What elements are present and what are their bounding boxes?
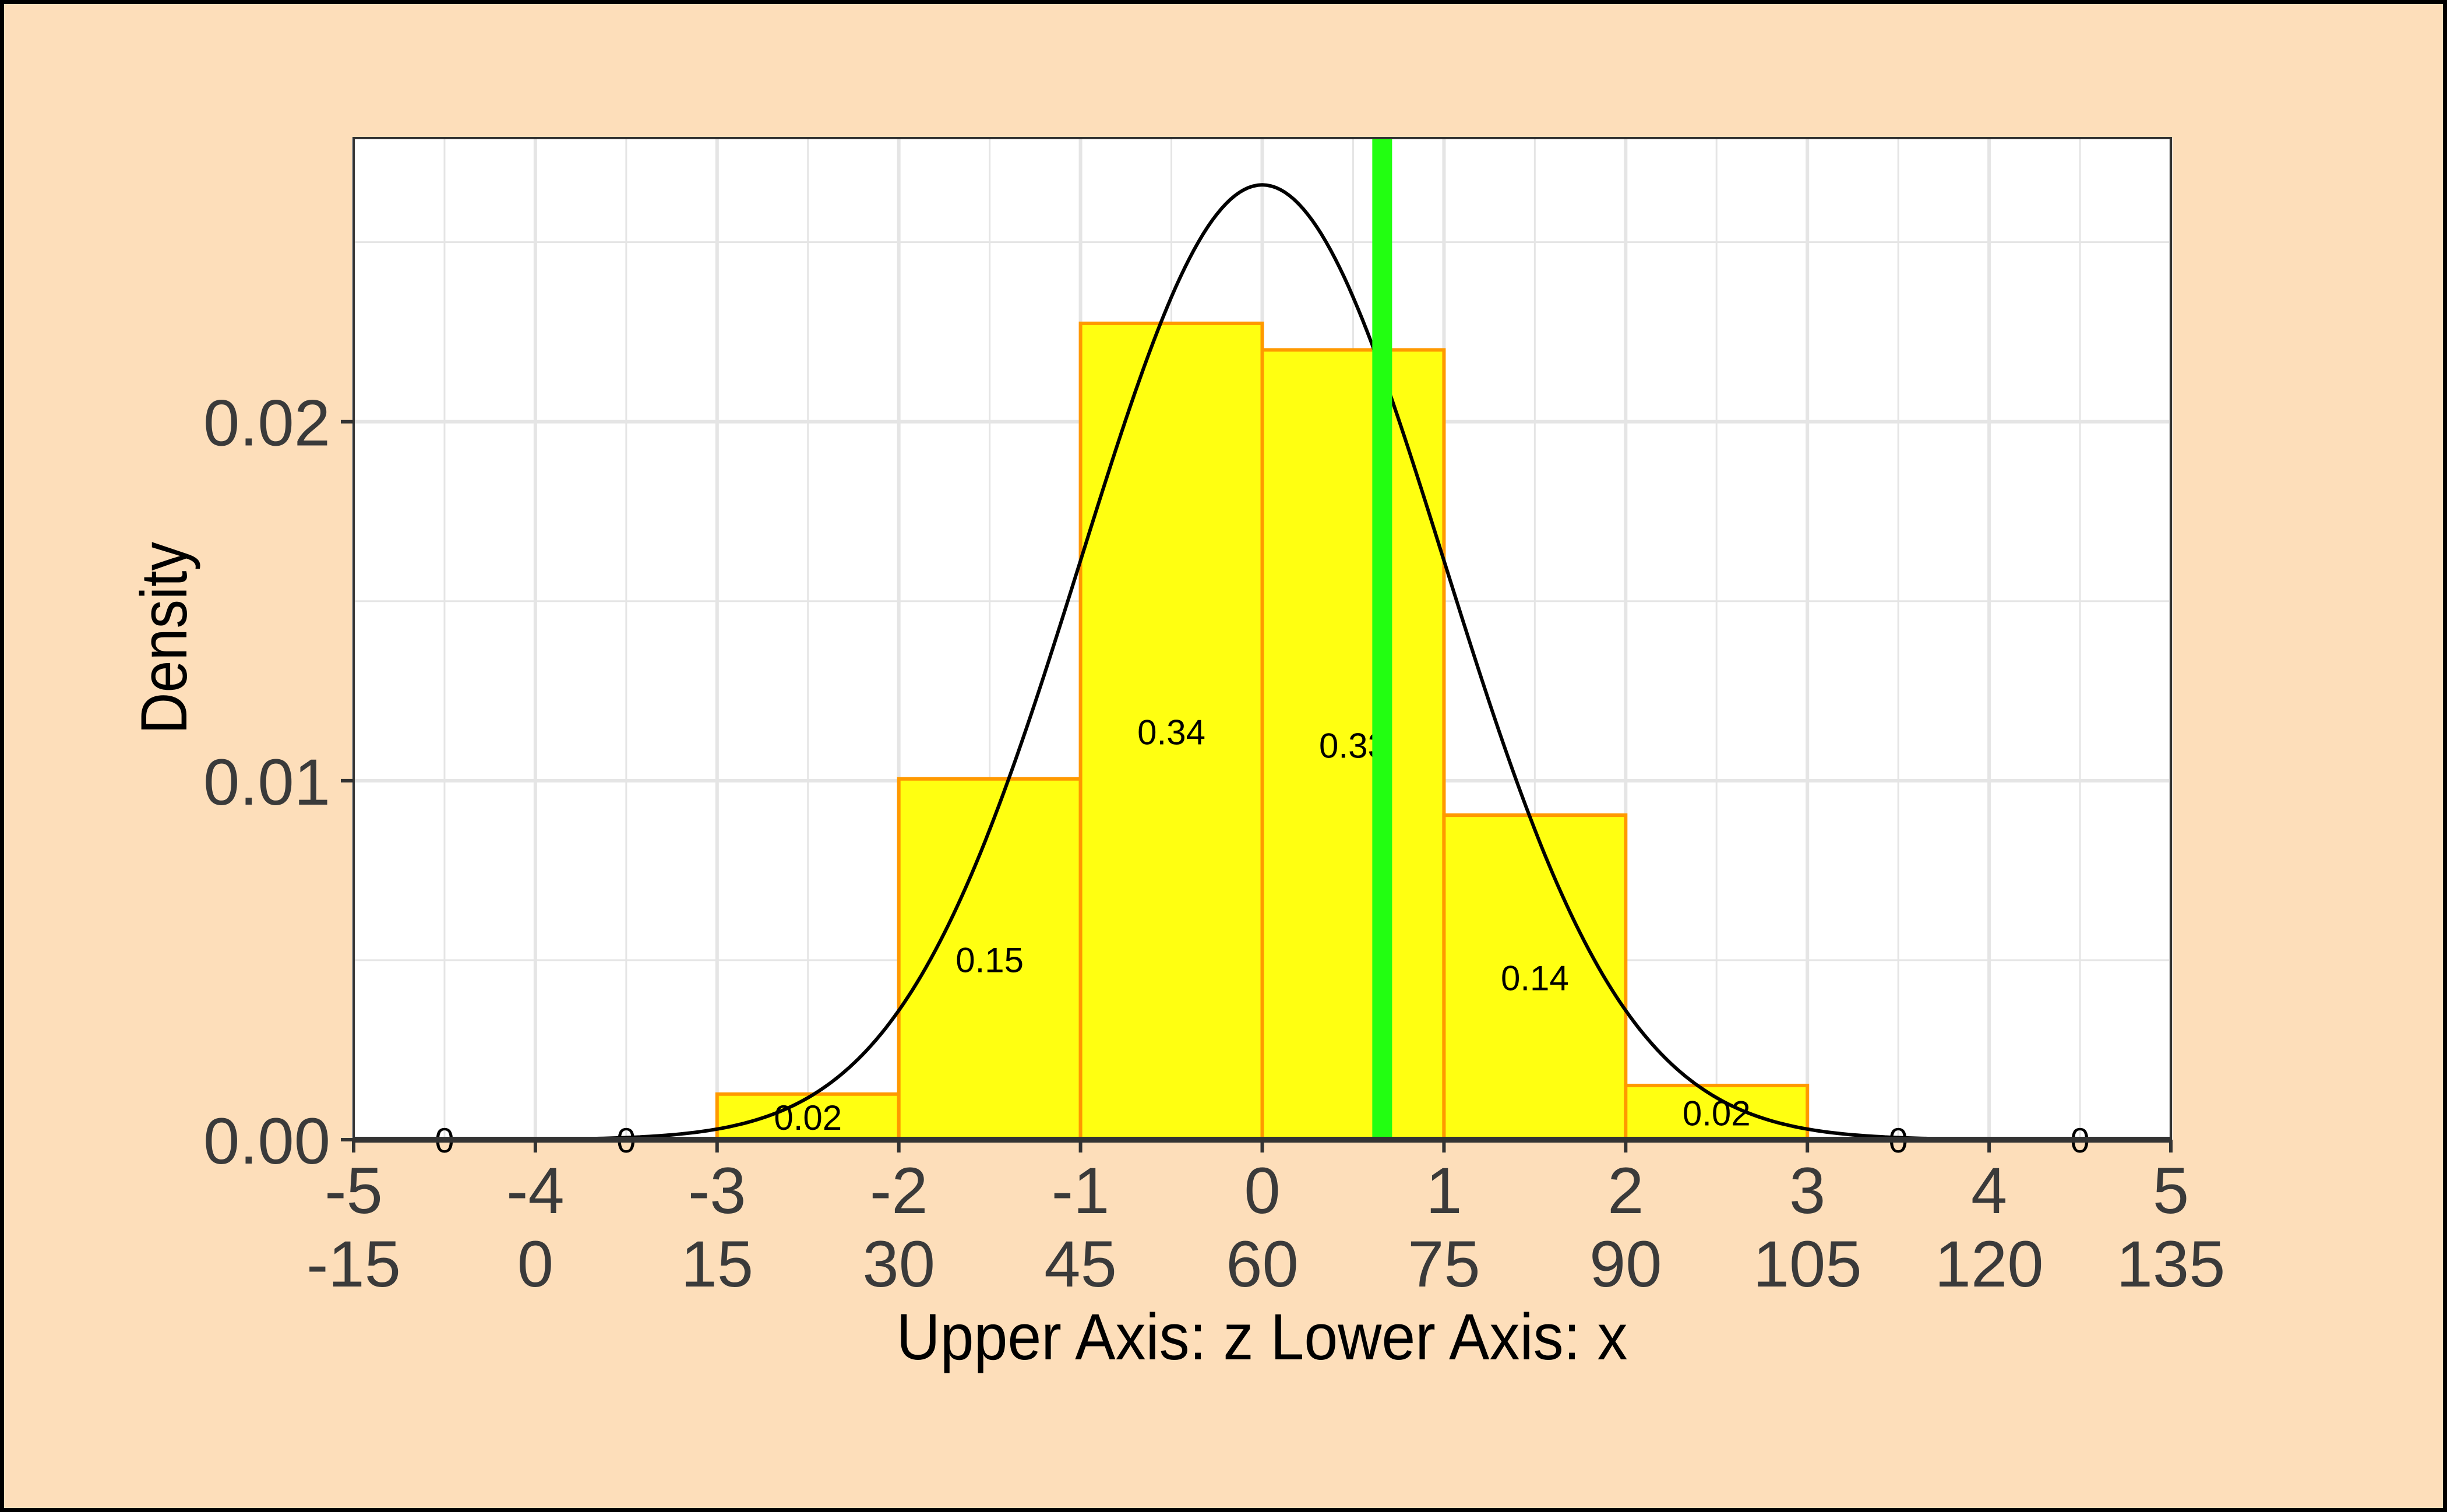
lower-axis-tick-label: 135 [2117,1228,2226,1300]
bar-label: 0.02 [774,1098,842,1137]
lower-axis-tick-label: 90 [1589,1228,1662,1300]
z-marker-line [1372,138,1392,1140]
x-axis-title: Upper Axis: z Lower Axis: x [897,1300,1628,1373]
normal-density-curve [354,183,2171,1141]
y-axis-tick-label: 0.00 [203,1105,330,1178]
bar-label: 0.02 [1683,1094,1751,1133]
upper-axis-tick-label: 4 [1971,1154,2007,1227]
histogram-bar [1442,813,1628,1142]
upper-axis-tick-label: -5 [325,1154,383,1227]
bar-label: 0.34 [1137,713,1205,752]
lower-axis-tick-label: 105 [1753,1228,1862,1300]
y-axis-title: Density [128,542,200,734]
lower-axis-tick-label: -15 [306,1228,401,1300]
upper-axis-tick-label: 2 [1607,1154,1644,1227]
y-axis-tick-label: 0.01 [203,746,330,819]
lower-axis-tick-label: 60 [1226,1228,1299,1300]
bar-label: 0.15 [955,940,1024,979]
lower-axis-tick-label: 120 [1935,1228,2044,1300]
upper-axis-tick-label: -3 [688,1154,746,1227]
upper-axis-tick-label: 3 [1789,1154,1825,1227]
upper-axis-tick-label: 1 [1426,1154,1462,1227]
lower-axis-tick-label: 0 [517,1228,553,1300]
histogram-bar [1624,1083,1810,1141]
upper-axis-tick-label: 0 [1244,1154,1280,1227]
upper-axis-tick-label: -4 [506,1154,565,1227]
upper-axis-tick-label: 5 [2153,1154,2189,1227]
axes: -5-15-40-315-230-14506017529031054120513… [203,387,2225,1300]
lower-axis-tick-label: 30 [862,1228,935,1300]
lower-axis-tick-label: 45 [1044,1228,1117,1300]
lower-axis-tick-label: 75 [1408,1228,1480,1300]
histogram-bar [1260,348,1446,1141]
upper-axis-tick-label: -2 [870,1154,928,1227]
bar-label: 0.14 [1501,959,1569,998]
upper-axis-tick-label: -1 [1052,1154,1110,1227]
y-axis-tick-label: 0.02 [203,387,330,460]
lower-axis-tick-label: 15 [681,1228,754,1300]
